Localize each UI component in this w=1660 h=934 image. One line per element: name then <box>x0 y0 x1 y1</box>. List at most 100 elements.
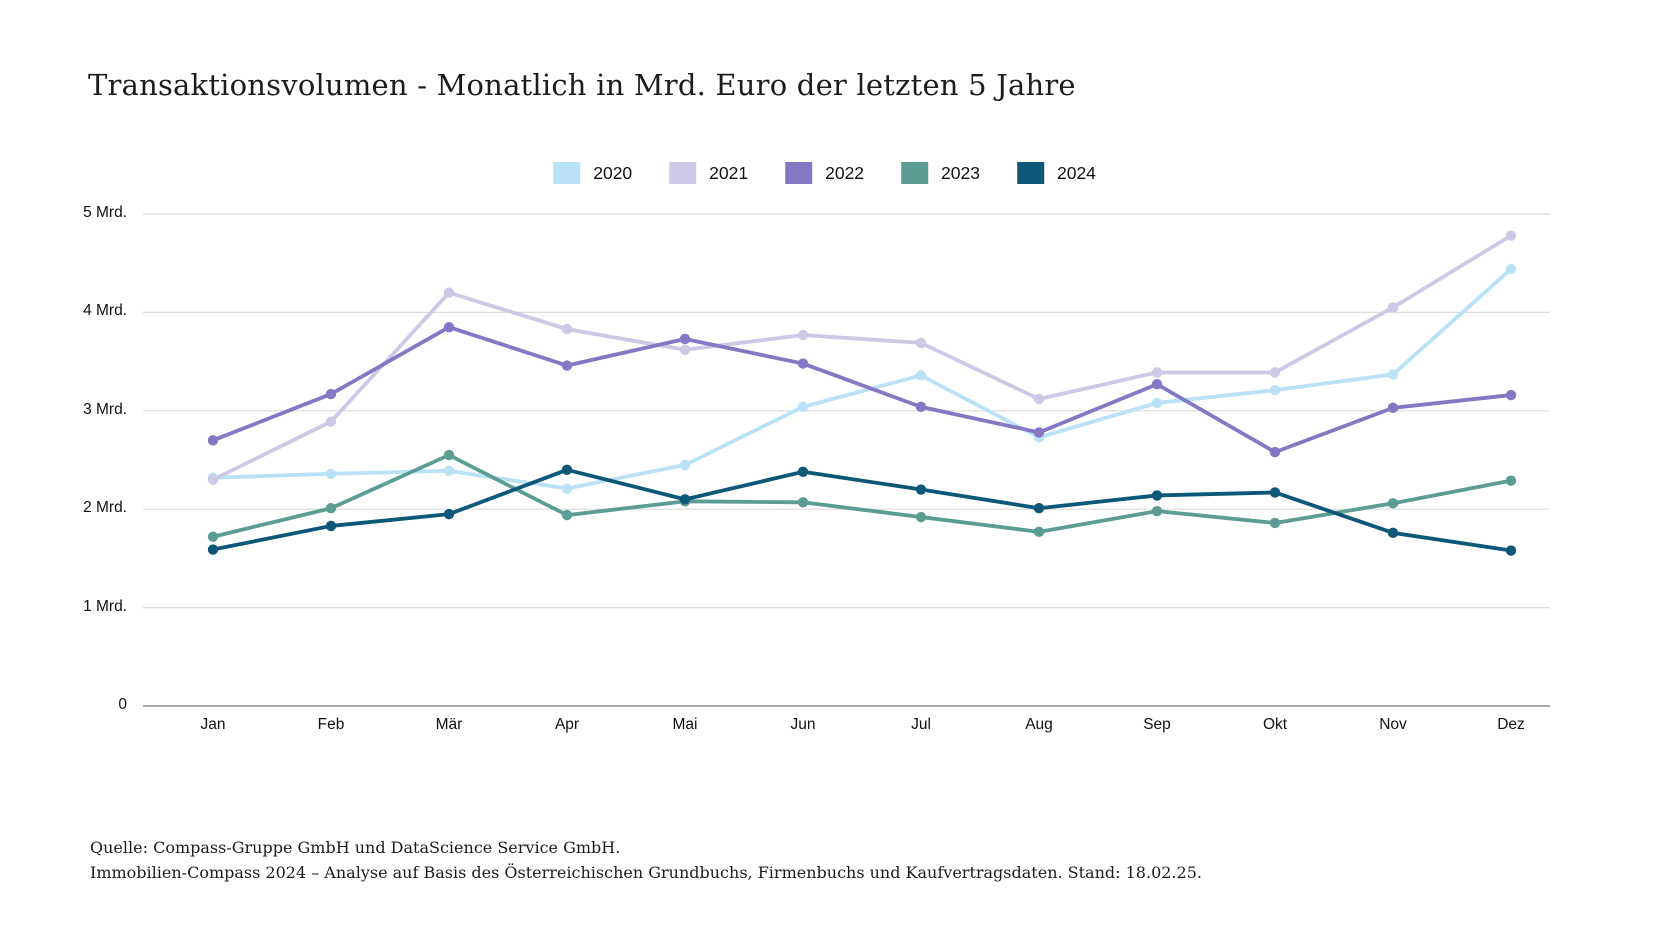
chart-point-2021-Nov <box>1387 302 1399 313</box>
chart-point-2024-Feb <box>325 520 337 532</box>
legend-label: 2021 <box>709 162 749 183</box>
x-axis-month-label-Aug: Aug <box>1025 716 1053 733</box>
chart-point-2024-Nov <box>1387 527 1399 539</box>
chart-point-2022-Sep <box>1151 379 1163 390</box>
chart-point-2022-Jan <box>207 435 219 446</box>
chart-legend: 2020 2021 2022 2023 2024 <box>553 162 1096 184</box>
x-axis-month-label-Okt: Okt <box>1262 716 1288 733</box>
chart-point-2021-Jun <box>797 329 809 341</box>
chart-point-2022-Aug <box>1033 427 1045 438</box>
chart-point-2023-Jan <box>207 531 219 542</box>
legend-item-2021: 2021 <box>669 162 748 184</box>
x-axis-month-label-Nov: Nov <box>1379 716 1407 733</box>
x-axis-month-label-Jan: Jan <box>200 716 226 733</box>
x-axis-month-label-Dez: Dez <box>1497 716 1525 733</box>
legend-swatch-2020 <box>553 162 581 184</box>
source-line-1: Quelle: Compass-Gruppe GmbH und DataScie… <box>90 838 621 857</box>
legend-swatch-2022 <box>785 162 813 184</box>
chart-point-2023-Apr <box>561 509 573 521</box>
chart-point-2020-Mai <box>679 459 691 471</box>
y-axis-tick-label-1: 1 Mrd. <box>83 597 127 615</box>
y-axis-tick-label-5: 5 Mrd. <box>83 204 127 221</box>
chart-point-2022-Mai <box>679 333 691 345</box>
chart-point-2020-Dez <box>1505 263 1517 275</box>
chart-point-2022-Okt <box>1269 446 1281 458</box>
chart-point-2024-Jun <box>797 466 809 478</box>
x-axis-month-label-Feb: Feb <box>317 716 345 733</box>
chart-point-2021-Apr <box>561 323 573 335</box>
legend-label: 2022 <box>825 162 865 183</box>
chart-point-2024-Dez <box>1505 545 1517 556</box>
x-axis-month-label-Sep: Sep <box>1143 716 1171 733</box>
x-axis-month-label-Jun: Jun <box>790 716 816 733</box>
chart-line-2023 <box>211 453 1513 539</box>
chart-point-2022-Jul <box>915 401 927 413</box>
chart-point-2024-Okt <box>1269 487 1281 498</box>
chart-line-2021 <box>211 233 1513 482</box>
chart-point-2021-Mär <box>443 287 455 298</box>
chart-point-2023-Dez <box>1505 475 1517 486</box>
chart-point-2021-Jul <box>915 337 927 349</box>
chart-point-2021-Aug <box>1033 393 1045 405</box>
chart-point-2020-Apr <box>561 483 573 494</box>
legend-item-2022: 2022 <box>785 162 864 184</box>
legend-item-2023: 2023 <box>901 162 980 184</box>
chart-point-2022-Nov <box>1387 402 1399 414</box>
chart-point-2022-Jun <box>797 358 809 369</box>
x-axis-month-label-Jul: Jul <box>911 716 931 733</box>
chart-point-2020-Jun <box>797 401 809 413</box>
chart-point-2020-Nov <box>1387 369 1399 380</box>
chart-point-2022-Dez <box>1505 389 1517 401</box>
chart-point-2024-Jan <box>207 544 219 555</box>
chart-point-2023-Jul <box>915 511 927 523</box>
y-axis-tick-label-2: 2 Mrd. <box>83 499 127 517</box>
chart-point-2021-Sep <box>1151 367 1163 378</box>
chart-point-2022-Feb <box>325 388 337 400</box>
legend-label: 2024 <box>1056 162 1096 183</box>
chart-point-2023-Nov <box>1387 498 1399 509</box>
chart-point-2023-Mär <box>443 449 455 461</box>
y-axis-tick-label-4: 4 Mrd. <box>83 302 127 320</box>
chart-point-2023-Sep <box>1151 505 1163 517</box>
legend-item-2020: 2020 <box>553 162 632 184</box>
legend-swatch-2023 <box>901 162 929 184</box>
legend-swatch-2024 <box>1016 162 1044 184</box>
chart-point-2023-Jun <box>797 497 809 508</box>
legend-label: 2023 <box>941 162 980 183</box>
x-axis-month-label-Mai: Mai <box>672 716 698 733</box>
chart-point-2024-Mär <box>443 508 455 520</box>
chart-point-2020-Jul <box>915 370 927 381</box>
chart-point-2020-Sep <box>1151 397 1163 409</box>
x-axis-month-label-Apr: Apr <box>554 716 580 733</box>
chart-line-2024 <box>211 467 1513 553</box>
chart-point-2024-Sep <box>1151 490 1163 501</box>
chart-line-2020 <box>211 267 1513 491</box>
source-line-2: Immobilien-Compass 2024 – Analyse auf Ba… <box>90 863 1202 882</box>
legend-item-2024: 2024 <box>1016 162 1096 184</box>
chart-point-2021-Jan <box>207 474 219 485</box>
chart-point-2021-Mai <box>679 344 691 355</box>
chart-point-2024-Mai <box>679 494 691 505</box>
y-axis-tick-label-0: 0 <box>118 696 127 713</box>
y-axis-tick-label-3: 3 Mrd. <box>83 400 127 418</box>
chart-point-2023-Okt <box>1269 517 1281 529</box>
chart-point-2021-Dez <box>1505 230 1517 241</box>
chart-point-2023-Feb <box>325 503 337 514</box>
chart-point-2024-Jul <box>915 484 927 495</box>
source-footer: Quelle: Compass-Gruppe GmbH und DataScie… <box>90 835 1202 885</box>
chart-point-2021-Feb <box>325 416 337 427</box>
chart-point-2023-Aug <box>1033 526 1045 538</box>
chart-point-2022-Apr <box>561 360 573 371</box>
legend-label: 2020 <box>593 162 633 183</box>
legend-swatch-2021 <box>669 162 697 184</box>
chart-title: Transaktionsvolumen - Monatlich in Mrd. … <box>88 68 1076 102</box>
chart-point-2022-Mär <box>443 321 455 333</box>
chart-point-2024-Aug <box>1033 503 1045 514</box>
chart-point-2021-Okt <box>1269 367 1281 378</box>
chart-point-2020-Okt <box>1269 384 1281 396</box>
x-axis-month-label-Mär: Mär <box>435 716 463 733</box>
chart-point-2020-Feb <box>325 468 337 479</box>
chart-line-2022 <box>211 325 1513 455</box>
